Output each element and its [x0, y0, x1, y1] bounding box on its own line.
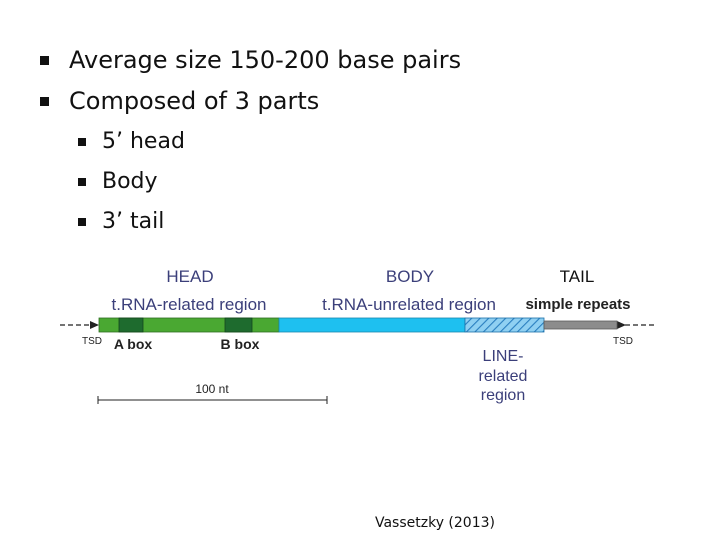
bullet-marker-icon [78, 218, 86, 226]
subbullet-tail: 3’ tail [78, 202, 461, 242]
bullet-marker-icon [40, 56, 49, 65]
tsd-left-label: TSD [82, 336, 102, 347]
right-flank-arrow-icon [617, 321, 626, 329]
line-related-segment [464, 317, 545, 333]
body-header: BODY [386, 267, 434, 286]
bullet-marker-icon [78, 178, 86, 186]
b-box-label: B box [221, 336, 260, 352]
line-related-label-line3: region [481, 387, 525, 404]
b-box-segment [224, 317, 253, 333]
subbullet-head: 5’ head [78, 122, 461, 162]
trna-unrelated-label: t.RNA-unrelated region [322, 295, 496, 314]
a-box-label: A box [114, 336, 153, 352]
a-box-segment [118, 317, 144, 333]
simple-repeats-label: simple repeats [525, 296, 630, 313]
line-related-label-line2: related [479, 368, 528, 385]
trna-related-label: t.RNA-related region [112, 295, 267, 314]
bullet-marker-icon [78, 138, 86, 146]
bullet-average-size: Average size 150-200 base pairs [40, 40, 461, 81]
scale-label: 100 nt [195, 382, 229, 396]
line-related-label: LINE- related region [479, 348, 528, 404]
bullet-list: Average size 150-200 base pairs Composed… [40, 40, 461, 242]
subbullet-body: Body [78, 162, 461, 202]
tail-segment [543, 320, 618, 330]
bullet-marker-icon [40, 97, 49, 106]
tsd-right-label: TSD [613, 336, 633, 347]
head-header: HEAD [166, 267, 213, 286]
citation: Vassetzky (2013) [374, 515, 495, 531]
tail-header: TAIL [560, 267, 595, 286]
body-segment [278, 317, 466, 333]
left-flank-arrow-icon [90, 321, 99, 329]
bullet-composed: Composed of 3 parts [40, 81, 461, 122]
line-related-label-line1: LINE- [483, 348, 524, 365]
